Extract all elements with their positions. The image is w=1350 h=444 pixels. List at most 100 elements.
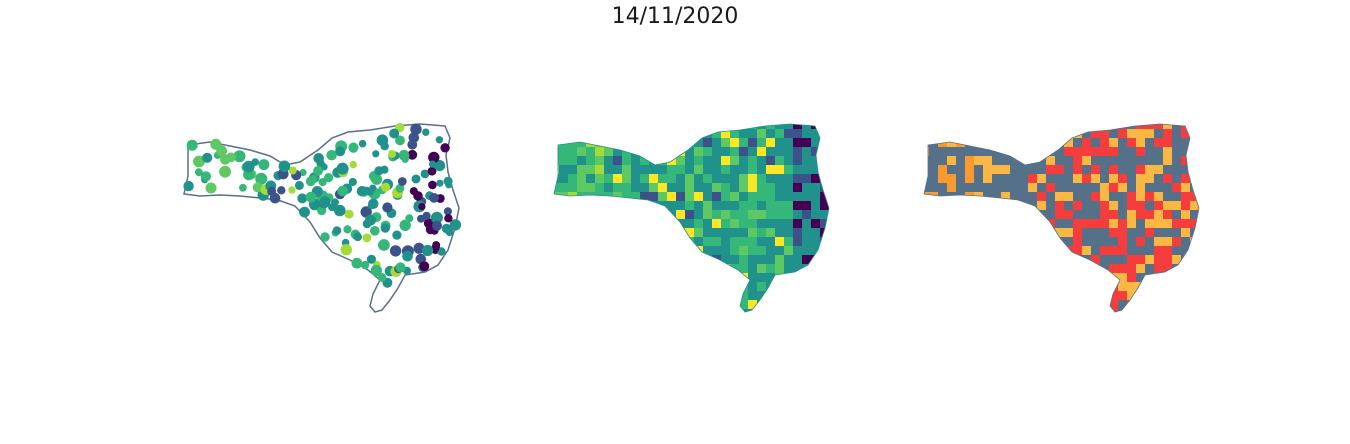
municipality-region (1118, 264, 1128, 274)
municipality-region (685, 255, 695, 265)
municipality-region (577, 282, 587, 292)
municipality-region (811, 264, 821, 274)
municipality-region (604, 318, 614, 328)
municipality-region (1172, 228, 1182, 238)
municipality-region (1028, 318, 1038, 328)
municipality-region (1163, 129, 1173, 139)
municipality-region (613, 138, 623, 148)
municipality-point (205, 182, 217, 194)
municipality-region (829, 165, 839, 175)
municipality-region (554, 201, 560, 211)
municipality-region (1091, 156, 1101, 166)
municipality-region (820, 174, 829, 184)
municipality-region (829, 138, 839, 148)
municipality-region (631, 273, 641, 283)
municipality-region (586, 174, 596, 184)
municipality-region (694, 255, 704, 265)
municipality-region (730, 255, 740, 265)
municipality-region (1010, 282, 1020, 292)
municipality-region (721, 210, 731, 220)
municipality-region (1136, 156, 1146, 166)
municipality-region (1055, 201, 1065, 211)
municipality-region (820, 192, 829, 202)
municipality-region (631, 124, 641, 130)
municipality-region (784, 192, 794, 202)
municipality-region (1010, 246, 1020, 256)
municipality-region (640, 201, 650, 211)
municipality-region (730, 129, 740, 139)
municipality-region (1127, 309, 1137, 312)
municipality-region (1172, 237, 1182, 247)
municipality-region (929, 156, 939, 166)
municipality-point (413, 242, 425, 254)
municipality-point (252, 182, 263, 193)
municipality-region (1145, 309, 1155, 312)
municipality-region (983, 318, 993, 328)
municipality-region (983, 255, 993, 265)
municipality-region (667, 228, 677, 238)
municipality-region (559, 255, 569, 265)
municipality-region (1127, 183, 1137, 193)
municipality-region (1046, 138, 1056, 148)
municipality-region (667, 246, 677, 256)
municipality-region (1100, 147, 1110, 157)
municipality-region (622, 318, 632, 328)
municipality-region (1190, 174, 1199, 184)
municipality-region (947, 124, 957, 130)
municipality-region (1199, 174, 1209, 184)
municipality-region (1154, 138, 1164, 148)
municipality-region (1127, 147, 1137, 157)
municipality-region (568, 219, 578, 229)
municipality-point (429, 193, 439, 203)
municipality-region (640, 318, 650, 328)
municipality-region (1190, 201, 1199, 211)
municipality-point (326, 150, 337, 161)
municipality-region (676, 138, 686, 148)
municipality-region (649, 309, 659, 312)
municipality-region (1145, 264, 1155, 274)
municipality-region (1073, 210, 1083, 220)
municipality-region (784, 183, 794, 193)
municipality-region (748, 237, 758, 247)
municipality-region (775, 129, 785, 139)
municipality-region (694, 300, 704, 310)
municipality-region (924, 282, 930, 292)
municipality-region (1082, 309, 1092, 312)
municipality-region (956, 192, 966, 202)
municipality-region (938, 300, 948, 310)
municipality-region (793, 192, 803, 202)
municipality-region (631, 255, 641, 265)
municipality-region (631, 300, 641, 310)
municipality-region (1055, 282, 1065, 292)
municipality-region (820, 219, 829, 229)
municipality-region (721, 124, 731, 130)
municipality-region (586, 147, 596, 157)
municipality-region (1073, 192, 1083, 202)
municipality-region (703, 138, 713, 148)
municipality-region (739, 138, 749, 148)
municipality-region (811, 300, 821, 310)
municipality-region (1163, 156, 1173, 166)
municipality-region (667, 273, 677, 283)
municipality-region (992, 165, 1002, 175)
municipality-point (389, 128, 400, 139)
municipality-region (992, 237, 1002, 247)
municipality-region (965, 201, 975, 211)
municipality-region (1091, 174, 1101, 184)
municipality-region (577, 300, 587, 310)
municipality-region (802, 210, 812, 220)
municipality-region (703, 246, 713, 256)
municipality-region (604, 228, 614, 238)
municipality-region (748, 138, 758, 148)
municipality-region (1136, 309, 1146, 312)
municipality-region (613, 291, 623, 301)
municipality-region (757, 210, 767, 220)
municipality-region (965, 165, 975, 175)
municipality-region (965, 210, 975, 220)
municipality-point (444, 214, 453, 223)
municipality-region (1163, 237, 1173, 247)
municipality-region (965, 219, 975, 229)
municipality-region (1019, 219, 1029, 229)
municipality-region (748, 156, 758, 166)
municipality-region (1046, 309, 1056, 312)
